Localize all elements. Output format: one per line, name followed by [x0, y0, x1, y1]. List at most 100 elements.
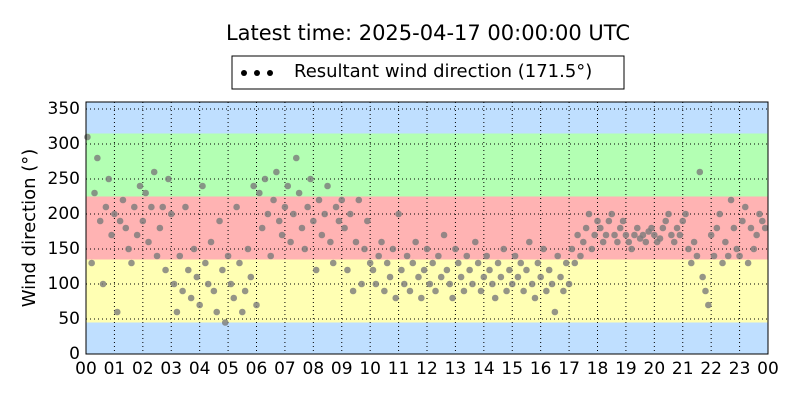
- point: [679, 217, 687, 225]
- point: [273, 168, 280, 176]
- point: [193, 273, 201, 281]
- point: [230, 294, 238, 302]
- x-tick-label: 06: [246, 359, 268, 379]
- point: [761, 224, 769, 232]
- point: [287, 238, 294, 246]
- point: [642, 238, 650, 246]
- point: [392, 294, 400, 302]
- point: [466, 266, 473, 274]
- point: [162, 266, 169, 274]
- point: [185, 266, 192, 274]
- point: [565, 280, 573, 288]
- point: [420, 266, 428, 274]
- point: [545, 266, 553, 274]
- point: [355, 196, 363, 204]
- point: [514, 273, 522, 281]
- point: [190, 245, 198, 253]
- point: [696, 168, 704, 176]
- point: [716, 210, 723, 218]
- point: [113, 308, 121, 316]
- point: [261, 175, 269, 183]
- x-tick-label: 17: [558, 359, 580, 379]
- point: [284, 182, 292, 190]
- point: [457, 273, 465, 281]
- point: [142, 189, 149, 197]
- point: [517, 259, 525, 267]
- point: [298, 224, 306, 232]
- point: [602, 231, 610, 239]
- point: [472, 238, 479, 246]
- point: [747, 224, 755, 232]
- point: [429, 259, 436, 267]
- point: [662, 217, 669, 225]
- point: [682, 210, 689, 218]
- legend-marker: [241, 70, 247, 76]
- point: [582, 224, 590, 232]
- point: [511, 252, 519, 260]
- point: [656, 235, 664, 242]
- x-tick-label: 14: [473, 359, 495, 379]
- point: [338, 196, 346, 204]
- point: [150, 168, 158, 176]
- x-tick-label: 12: [416, 359, 438, 379]
- point: [759, 217, 766, 225]
- point: [241, 287, 249, 295]
- point: [275, 217, 283, 225]
- point: [196, 301, 203, 309]
- point: [381, 287, 388, 295]
- point: [349, 287, 357, 295]
- x-tick-label: 04: [189, 359, 211, 379]
- point: [574, 231, 581, 239]
- point: [96, 217, 104, 225]
- point: [437, 273, 445, 281]
- point: [148, 203, 155, 211]
- point: [648, 224, 655, 232]
- point: [389, 245, 397, 253]
- point: [611, 231, 618, 239]
- point: [292, 154, 300, 162]
- point: [187, 294, 195, 302]
- point: [599, 238, 607, 246]
- point: [506, 266, 513, 274]
- point: [167, 210, 175, 218]
- x-tick-label: 18: [587, 359, 609, 379]
- point: [366, 259, 374, 267]
- x-tick-label: 20: [644, 359, 666, 379]
- point: [165, 175, 172, 183]
- point: [733, 245, 741, 253]
- point: [372, 280, 380, 288]
- point: [520, 287, 527, 295]
- point: [474, 259, 482, 267]
- point: [426, 280, 434, 288]
- point: [216, 217, 223, 225]
- point: [332, 203, 340, 211]
- x-tick-label: 03: [160, 359, 182, 379]
- point: [105, 175, 113, 183]
- y-tick-label: 350: [48, 99, 80, 119]
- point: [727, 196, 735, 204]
- y-tick-label: 200: [48, 204, 80, 224]
- point: [91, 189, 98, 197]
- point: [690, 238, 698, 246]
- point: [136, 182, 144, 190]
- point: [94, 154, 101, 162]
- point: [295, 189, 303, 197]
- point: [531, 294, 539, 302]
- point: [122, 224, 130, 232]
- point: [756, 210, 763, 218]
- point: [324, 182, 331, 190]
- point: [383, 259, 391, 267]
- point: [528, 280, 536, 288]
- point: [551, 308, 559, 316]
- point: [435, 252, 442, 260]
- point: [415, 273, 422, 281]
- point: [597, 224, 604, 232]
- point: [156, 224, 164, 232]
- point: [131, 203, 138, 211]
- point: [233, 203, 240, 211]
- point: [622, 231, 630, 239]
- point: [739, 217, 746, 225]
- point: [440, 231, 448, 239]
- point: [99, 280, 107, 288]
